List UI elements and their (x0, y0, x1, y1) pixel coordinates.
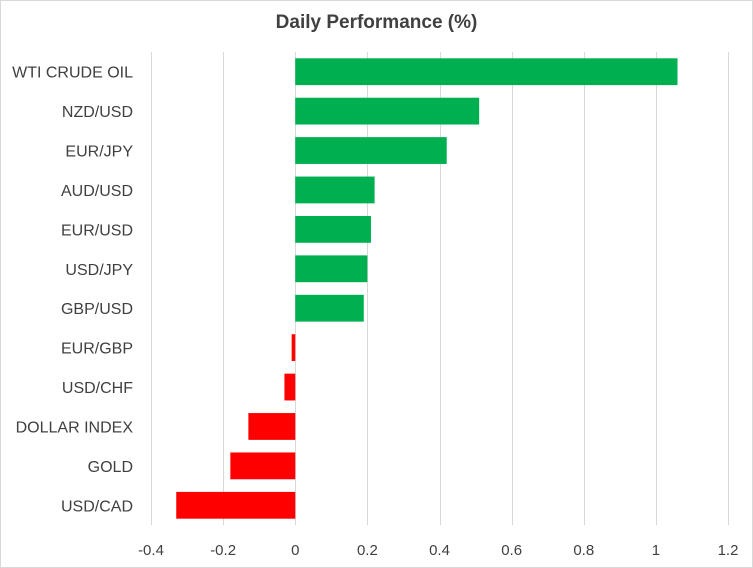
category-label-eur-usd: EUR/USD (61, 222, 133, 239)
category-label-dollar-index: DOLLAR INDEX (16, 419, 134, 436)
x-tick-label: 0 (291, 542, 299, 559)
bar-eur-jpy (295, 137, 447, 164)
category-label-usd-cad: USD/CAD (61, 498, 133, 515)
gridlines (151, 52, 729, 525)
bar-nzd-usd (295, 97, 480, 125)
bar-gbp-usd (295, 294, 364, 322)
x-tick-label: 0.2 (357, 542, 378, 559)
x-tick-label: 0.6 (501, 542, 522, 559)
category-label-usd-chf: USD/CHF (62, 380, 133, 397)
bar-wti-crude-oil (295, 58, 678, 86)
category-label-usd-jpy: USD/JPY (65, 262, 133, 279)
bar-dollar-index (248, 413, 296, 440)
x-tick-label: 0.8 (573, 542, 594, 559)
x-axis-tick-labels: -0.4 -0.2 0 0.2 0.4 0.6 0.8 1 1.2 (138, 542, 738, 559)
category-label-eur-jpy: EUR/JPY (65, 144, 133, 161)
bar-eur-usd (295, 215, 371, 243)
bars (176, 58, 678, 519)
category-label-eur-gbp: EUR/GBP (61, 341, 133, 358)
bar-gold (230, 452, 296, 480)
x-tick-label: -0.4 (138, 542, 164, 559)
category-label-aud-usd: AUD/USD (61, 183, 133, 200)
category-label-gold: GOLD (88, 459, 133, 476)
bar-usd-chf (284, 373, 296, 401)
chart-title: Daily Performance (%) (275, 12, 478, 33)
bar-usd-cad (176, 491, 296, 519)
category-labels: WTI CRUDE OIL NZD/USD EUR/JPY AUD/USD EUR/US… (12, 65, 133, 516)
x-tick-label: -0.2 (210, 542, 236, 559)
category-label-wti-crude-oil: WTI CRUDE OIL (12, 65, 133, 82)
x-tick-label: 0.4 (429, 542, 450, 559)
bar-eur-gbp (291, 334, 296, 362)
category-label-nzd-usd: NZD/USD (62, 104, 133, 121)
x-tick-label: 1.2 (718, 542, 739, 559)
bar-aud-usd (295, 176, 375, 204)
bar-usd-jpy (295, 255, 368, 283)
x-tick-label: 1 (652, 542, 660, 559)
category-label-gbp-usd: GBP/USD (61, 301, 133, 318)
